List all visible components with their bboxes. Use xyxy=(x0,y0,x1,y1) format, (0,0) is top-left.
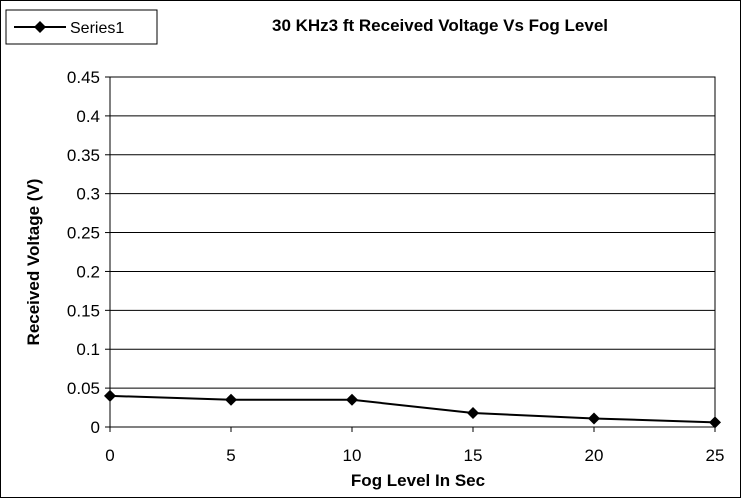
x-axis-title: Fog Level In Sec xyxy=(351,471,485,490)
legend: Series1 xyxy=(5,9,158,45)
data-point-marker xyxy=(467,407,479,419)
data-point-marker xyxy=(104,389,116,402)
y-tick-label: 0.35 xyxy=(67,146,100,165)
chart-title: 30 KHz3 ft Received Voltage Vs Fog Level xyxy=(272,16,608,35)
gridlines xyxy=(105,76,716,432)
x-tick-label: 25 xyxy=(706,446,725,465)
y-tick-label: 0.15 xyxy=(67,301,100,320)
plot-area xyxy=(109,76,716,428)
y-tick-label: 0.3 xyxy=(76,185,100,204)
y-tick-label: 0.1 xyxy=(76,340,100,359)
x-tick-label: 5 xyxy=(226,446,235,465)
y-tick-label: 0.4 xyxy=(76,107,100,126)
x-axis-ticks: 0 5 10 15 20 25 xyxy=(105,446,724,465)
y-tick-label: 0.25 xyxy=(67,224,100,243)
x-tick-label: 15 xyxy=(464,446,483,465)
data-point-marker xyxy=(709,416,721,429)
x-tick-label: 10 xyxy=(343,446,362,465)
x-tick-label: 20 xyxy=(585,446,604,465)
x-tick-label: 0 xyxy=(105,446,114,465)
series-group xyxy=(104,389,721,429)
y-tick-label: 0.05 xyxy=(67,379,100,398)
y-axis-title: Received Voltage (V) xyxy=(24,179,43,346)
data-point-marker xyxy=(225,393,237,406)
data-point-marker xyxy=(346,393,358,406)
y-tick-label: 0.2 xyxy=(76,262,100,281)
y-tick-label: 0 xyxy=(91,418,100,437)
y-tick-label: 0.45 xyxy=(67,68,100,87)
legend-label: Series1 xyxy=(70,20,124,37)
data-point-marker xyxy=(588,412,600,425)
y-axis-ticks: 0 0.05 0.1 0.15 0.2 0.25 0.3 0.35 0.4 0.45 xyxy=(67,68,100,437)
legend-diamond-marker xyxy=(34,21,46,33)
series-line xyxy=(109,394,716,424)
